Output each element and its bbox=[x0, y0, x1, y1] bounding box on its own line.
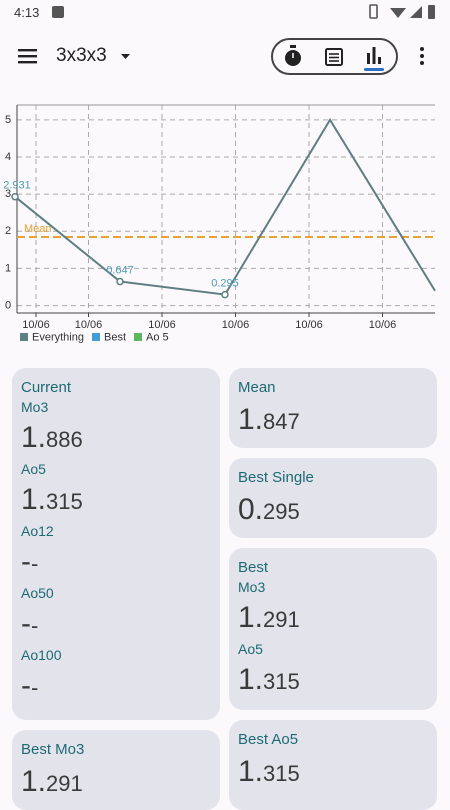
data-label: 0.295 bbox=[211, 278, 239, 290]
stat-value: -- bbox=[21, 607, 39, 640]
chart: 0 1 2 3 4 5 10/06 10/06 10/06 10/06 10/06 10/06 Mean… bbox=[3, 104, 436, 343]
stat-value: 1.315 bbox=[21, 483, 83, 516]
stats-tab[interactable] bbox=[364, 47, 384, 71]
vibrate-icon bbox=[369, 4, 378, 19]
view-switcher bbox=[271, 38, 398, 75]
card-title: Mean bbox=[238, 379, 276, 396]
toolbar bbox=[18, 38, 424, 75]
x-tick-label: 10/06 bbox=[22, 319, 50, 331]
stat-card: Best Ao5 1.315 bbox=[229, 720, 437, 810]
card-title: Best bbox=[238, 559, 269, 576]
stat-card: Best Mo3 1.291 Ao5 1.315 bbox=[229, 548, 437, 710]
data-point bbox=[116, 277, 124, 286]
card-title: Best Ao5 bbox=[238, 731, 299, 748]
x-tick-label: 10/06 bbox=[369, 319, 397, 331]
stat-card: Best Single 0.295 bbox=[229, 458, 437, 538]
legend-label: Best bbox=[104, 331, 126, 343]
y-tick-label: 5 bbox=[5, 114, 11, 126]
x-tick-label: 10/06 bbox=[75, 319, 103, 331]
stat-value: 1.291 bbox=[238, 601, 300, 634]
legend-label: Ao 5 bbox=[146, 331, 169, 343]
stat-label: Ao100 bbox=[21, 647, 62, 663]
menu-button[interactable] bbox=[18, 49, 37, 64]
stat-label: Ao12 bbox=[21, 523, 54, 539]
stat-value: 1.315 bbox=[238, 663, 300, 696]
stat-value: -- bbox=[21, 669, 39, 702]
notification-icon bbox=[52, 6, 64, 18]
stat-label: Mo3 bbox=[21, 399, 49, 415]
x-tick-label: 10/06 bbox=[295, 319, 323, 331]
card-title: Best Mo3 bbox=[21, 741, 85, 758]
legend-swatch bbox=[20, 333, 28, 341]
stat-label: Ao50 bbox=[21, 585, 54, 601]
more-button[interactable] bbox=[420, 47, 424, 65]
signal-icon bbox=[410, 6, 422, 18]
list-tab[interactable] bbox=[325, 48, 343, 66]
timer-tab[interactable] bbox=[285, 45, 301, 66]
data-point bbox=[11, 192, 19, 201]
stat-value: 1.315 bbox=[238, 755, 300, 788]
data-label: 0.647 bbox=[106, 264, 134, 276]
y-tick-label: 3 bbox=[5, 188, 11, 200]
card-title: Best Single bbox=[238, 469, 314, 486]
stat-value: -- bbox=[21, 545, 39, 578]
status-time: 4:13 bbox=[14, 5, 40, 20]
x-tick-label: 10/06 bbox=[222, 319, 250, 331]
stat-label: Ao5 bbox=[21, 461, 46, 477]
y-tick-label: 4 bbox=[5, 151, 11, 163]
stat-label: Mo3 bbox=[238, 579, 266, 595]
stat-value: 1.291 bbox=[21, 765, 83, 798]
x-tick-label: 10/06 bbox=[148, 319, 176, 331]
puzzle-title[interactable]: 3x3x3 bbox=[56, 45, 107, 66]
stat-card: Current Mo3 1.886 Ao5 1.315 Ao12 -- Ao50 -- Ao100… bbox=[12, 368, 220, 720]
y-tick-label: 0 bbox=[5, 299, 11, 311]
dropdown-caret[interactable] bbox=[121, 54, 130, 59]
battery-icon bbox=[428, 5, 435, 19]
stat-value: 1.847 bbox=[238, 403, 300, 436]
legend-swatch bbox=[91, 333, 100, 341]
stat-card: Mean 1.847 bbox=[229, 368, 437, 448]
status-icons bbox=[52, 4, 435, 19]
stat-label: Ao5 bbox=[238, 641, 263, 657]
wifi-icon bbox=[390, 8, 406, 18]
y-tick-label: 2 bbox=[5, 225, 11, 237]
mean-label: Mean bbox=[24, 223, 52, 235]
stat-value: 1.886 bbox=[21, 421, 83, 454]
data-label: 2.931 bbox=[3, 180, 31, 192]
legend-label: Everything bbox=[32, 331, 84, 343]
stat-value: 0.295 bbox=[238, 493, 300, 526]
card-title: Current bbox=[21, 379, 72, 396]
data-point bbox=[221, 290, 229, 299]
legend-swatch bbox=[134, 333, 142, 341]
stat-card: Best Mo3 1.291 bbox=[12, 730, 220, 810]
y-tick-label: 1 bbox=[5, 262, 11, 274]
